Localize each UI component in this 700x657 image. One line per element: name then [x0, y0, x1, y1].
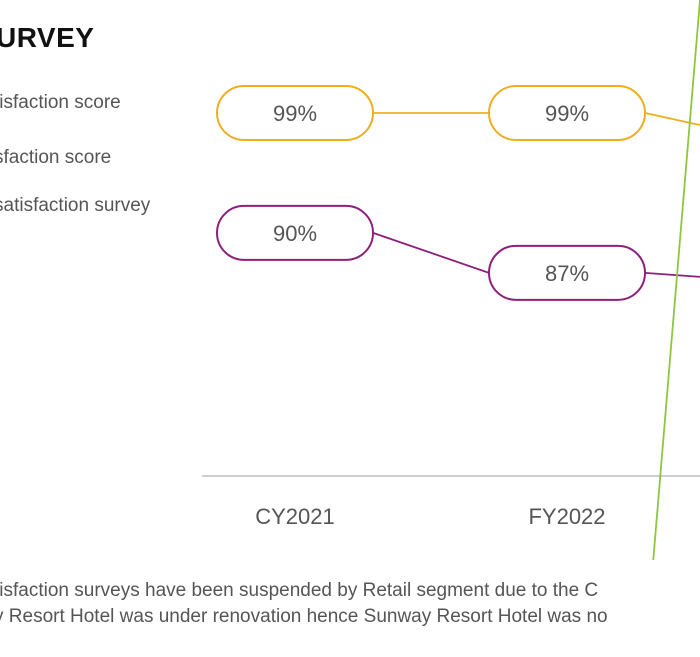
series-0-point-1 — [488, 85, 646, 141]
x-tick-label-cy2021: CY2021 — [255, 504, 335, 529]
footnote-line-2: y Resort Hotel was under renovation henc… — [0, 606, 608, 627]
series-2-trail-line — [652, 0, 700, 560]
series-1-data-label-0: 90% — [273, 221, 317, 246]
series-1-data-label-1: 87% — [545, 261, 589, 286]
legend-item-satisfaction-survey: satisfaction survey — [0, 195, 151, 216]
legend-item-guest-satisfaction: sfaction score — [0, 147, 112, 168]
series-0-point-0 — [216, 85, 374, 141]
series-0-trail-line — [644, 112, 700, 126]
series-0-data-label-1: 99% — [545, 101, 589, 126]
series-1-point-1 — [488, 244, 646, 301]
series-1-trail-line — [644, 271, 700, 278]
chart-title: URVEY — [0, 22, 95, 53]
series-1-point-0 — [216, 204, 374, 261]
x-tick-label-fy2022: FY2022 — [528, 504, 605, 529]
series-1-segment-0 — [372, 232, 490, 274]
footnote-line-1: tisfaction surveys have been suspended b… — [0, 580, 599, 601]
legend-item-customer-satisfaction: tisfaction score — [0, 92, 121, 113]
series-0-data-label-0: 99% — [273, 101, 317, 126]
